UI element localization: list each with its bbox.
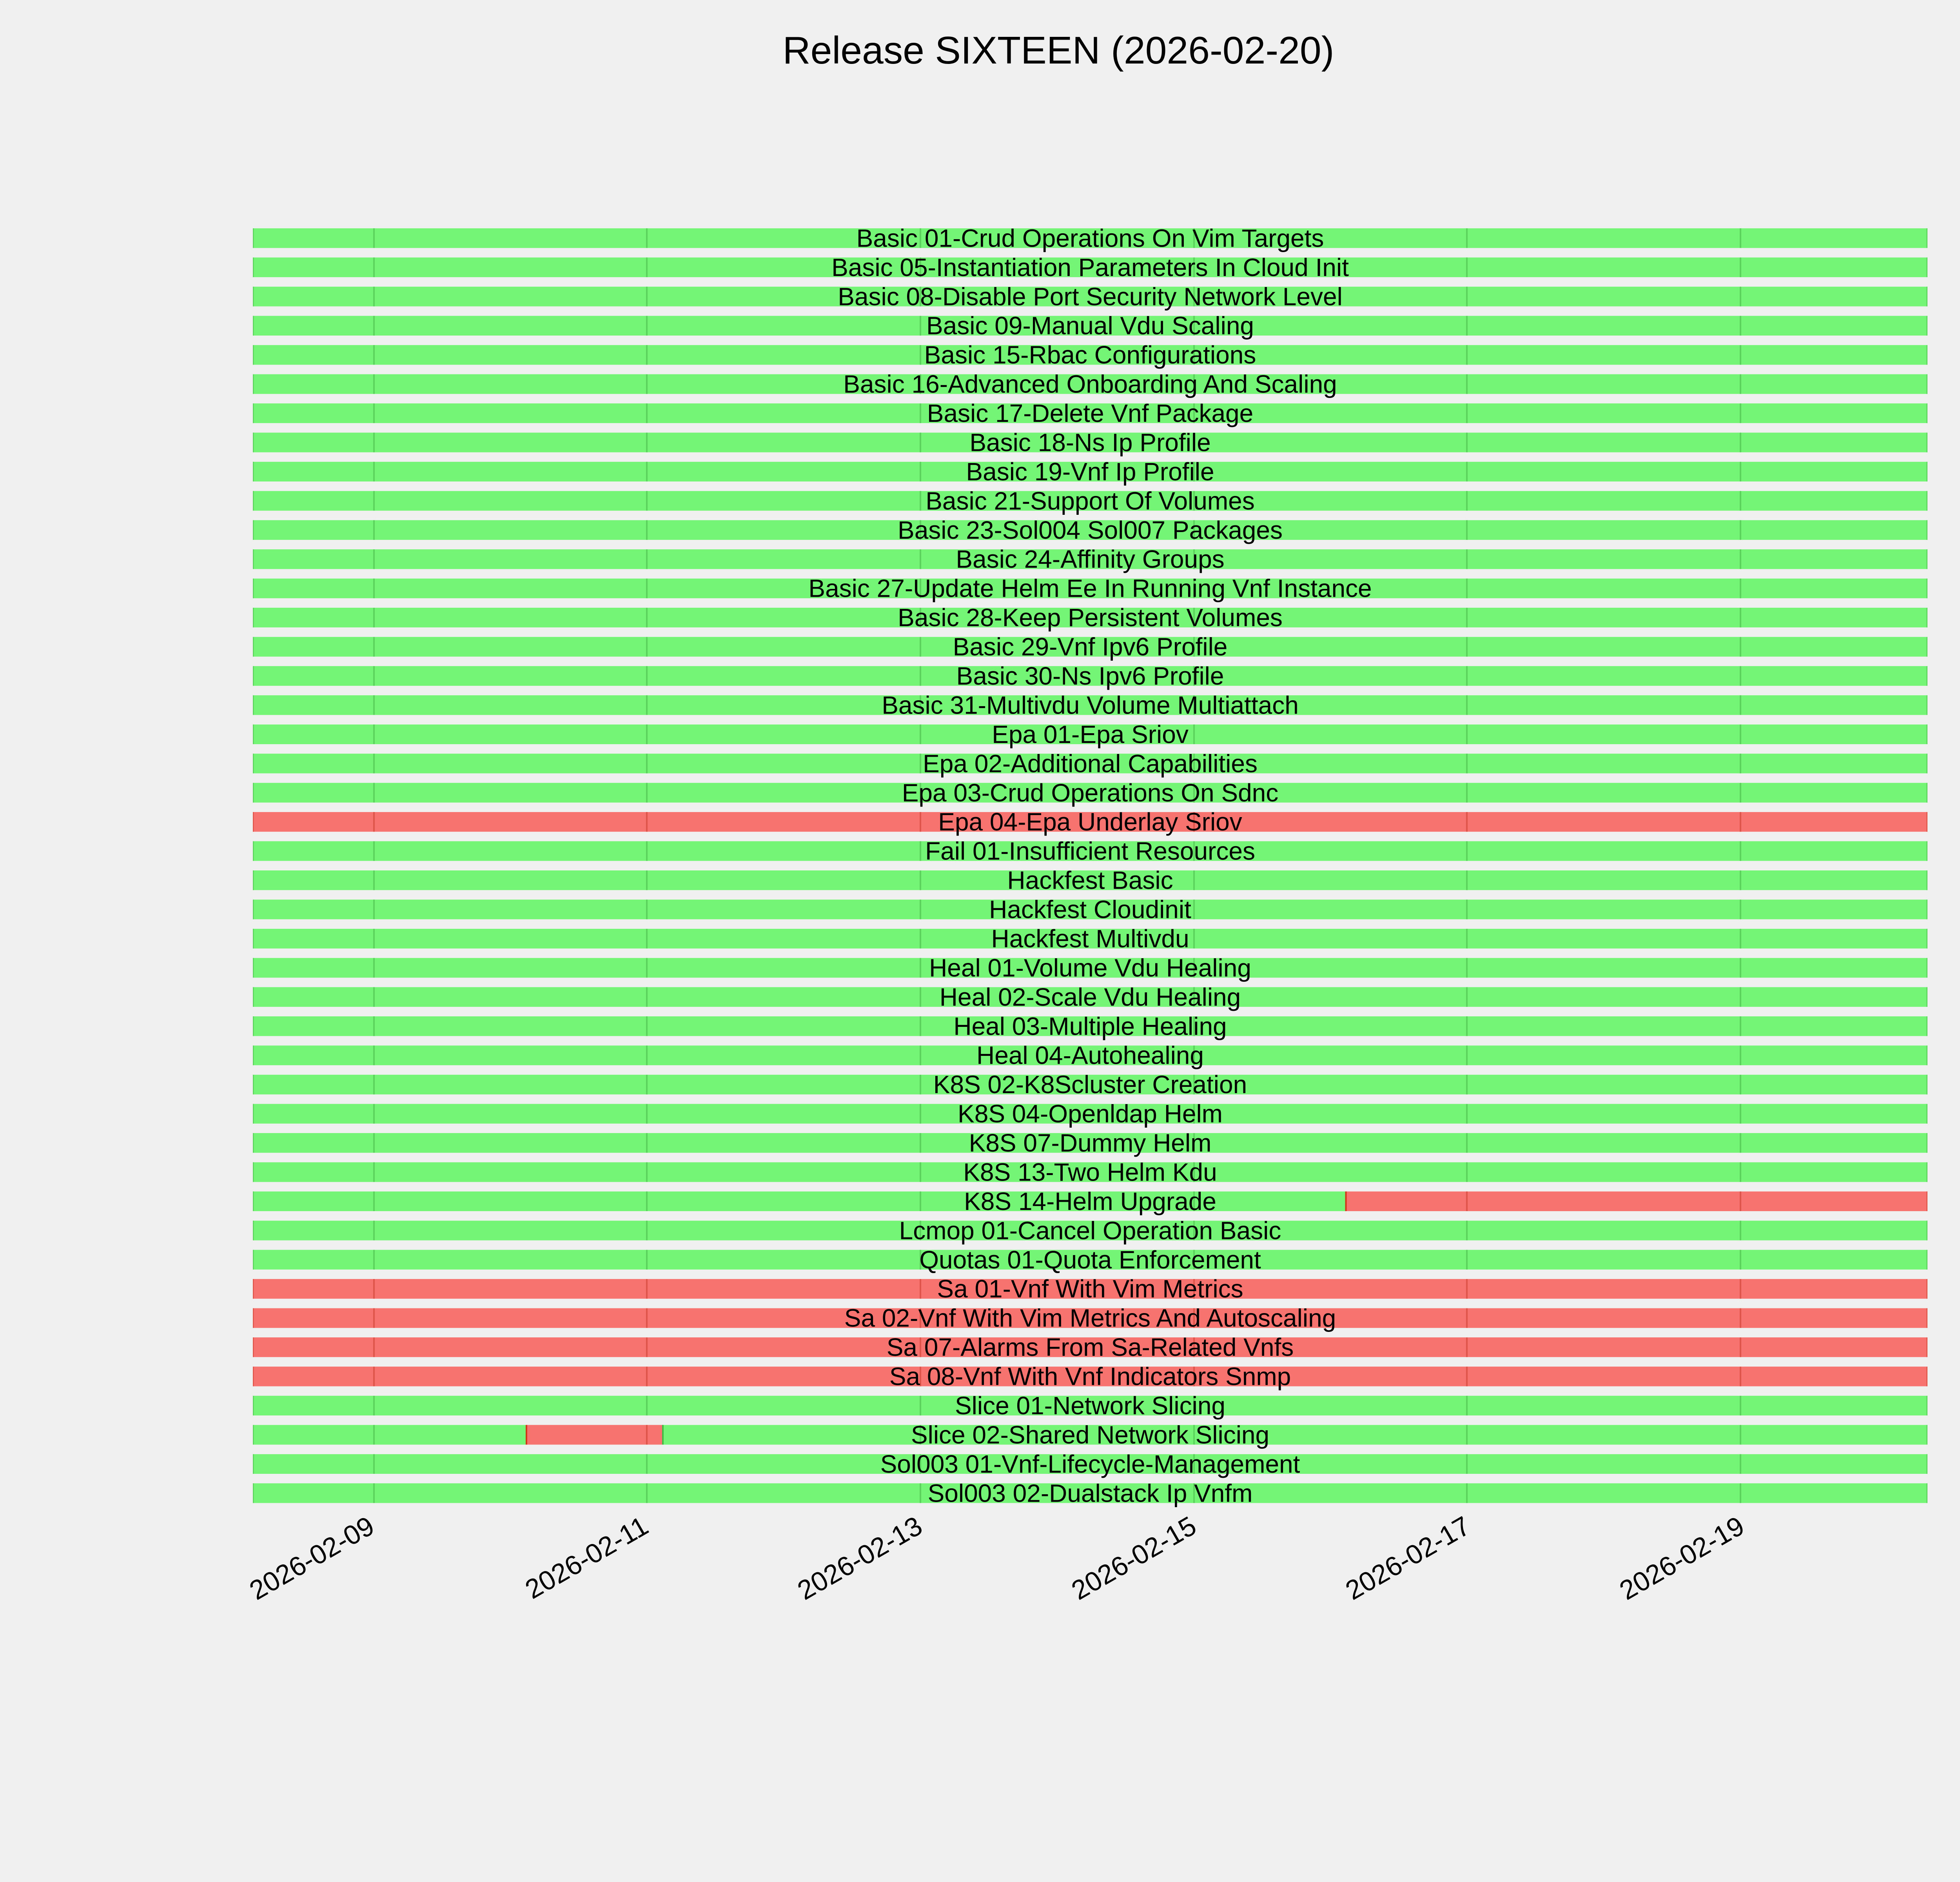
svg-text:Sol003 01-Vnf-Lifecycle-Manage: Sol003 01-Vnf-Lifecycle-Management [880,1450,1300,1478]
svg-text:Heal 03-Multiple Healing: Heal 03-Multiple Healing [953,1012,1227,1040]
svg-text:Sa 08-Vnf With Vnf Indicators: Sa 08-Vnf With Vnf Indicators Snmp [889,1362,1291,1391]
svg-text:Slice 01-Network Slicing: Slice 01-Network Slicing [955,1392,1225,1420]
svg-text:Basic 23-Sol004 Sol007 Package: Basic 23-Sol004 Sol007 Packages [898,516,1283,544]
svg-text:K8S 04-Openldap Helm: K8S 04-Openldap Helm [958,1100,1223,1128]
svg-text:Basic 28-Keep Persistent Volum: Basic 28-Keep Persistent Volumes [898,603,1283,632]
svg-text:Sa 01-Vnf With Vim Metrics: Sa 01-Vnf With Vim Metrics [937,1275,1243,1303]
svg-text:Sol003 02-Dualstack Ip Vnfm: Sol003 02-Dualstack Ip Vnfm [928,1479,1253,1507]
svg-text:Basic 05-Instantiation Paramet: Basic 05-Instantiation Parameters In Clo… [831,253,1349,282]
svg-text:Hackfest Multivdu: Hackfest Multivdu [991,925,1189,953]
svg-text:Hackfest Cloudinit: Hackfest Cloudinit [989,896,1191,924]
svg-text:Release SIXTEEN (2026-02-20): Release SIXTEEN (2026-02-20) [782,29,1334,72]
svg-text:Basic 09-Manual Vdu Scaling: Basic 09-Manual Vdu Scaling [926,312,1254,340]
svg-text:Basic 27-Update Helm Ee In Run: Basic 27-Update Helm Ee In Running Vnf I… [808,574,1372,603]
svg-text:Basic 24-Affinity Groups: Basic 24-Affinity Groups [956,545,1224,573]
svg-text:Fail 01-Insufficient Resources: Fail 01-Insufficient Resources [925,837,1255,865]
svg-text:K8S 13-Two Helm Kdu: K8S 13-Two Helm Kdu [963,1158,1217,1186]
svg-text:Quotas 01-Quota Enforcement: Quotas 01-Quota Enforcement [919,1246,1261,1274]
svg-text:Epa 02-Additional Capabilities: Epa 02-Additional Capabilities [923,749,1258,778]
svg-text:Basic 30-Ns Ipv6 Profile: Basic 30-Ns Ipv6 Profile [956,662,1224,690]
svg-text:Heal 01-Volume Vdu Healing: Heal 01-Volume Vdu Healing [929,954,1251,982]
svg-text:Basic 18-Ns Ip Profile: Basic 18-Ns Ip Profile [969,429,1210,457]
svg-text:Basic 29-Vnf Ipv6 Profile: Basic 29-Vnf Ipv6 Profile [953,633,1228,661]
svg-text:Basic 16-Advanced Onboarding A: Basic 16-Advanced Onboarding And Scaling [843,370,1337,398]
svg-text:K8S 14-Helm Upgrade: K8S 14-Helm Upgrade [964,1187,1216,1215]
svg-text:Heal 02-Scale Vdu Healing: Heal 02-Scale Vdu Healing [940,983,1241,1011]
svg-text:Basic 31-Multivdu Volume Multi: Basic 31-Multivdu Volume Multiattach [882,691,1299,719]
svg-text:Heal 04-Autohealing: Heal 04-Autohealing [976,1041,1204,1070]
svg-text:Hackfest Basic: Hackfest Basic [1007,866,1173,894]
svg-text:K8S 02-K8Scluster Creation: K8S 02-K8Scluster Creation [933,1070,1247,1099]
svg-text:Basic 21-Support Of Volumes: Basic 21-Support Of Volumes [926,487,1255,515]
svg-text:Basic 01-Crud Operations On Vi: Basic 01-Crud Operations On Vim Targets [857,224,1324,252]
svg-text:Sa 07-Alarms From Sa-Related V: Sa 07-Alarms From Sa-Related Vnfs [887,1333,1294,1361]
svg-text:Basic 19-Vnf Ip Profile: Basic 19-Vnf Ip Profile [966,458,1214,486]
svg-text:Epa 03-Crud Operations On Sdnc: Epa 03-Crud Operations On Sdnc [902,779,1279,807]
svg-text:Lcmop 01-Cancel Operation Basi: Lcmop 01-Cancel Operation Basic [899,1216,1281,1244]
svg-text:Sa 02-Vnf With Vim Metrics And: Sa 02-Vnf With Vim Metrics And Autoscali… [844,1304,1336,1332]
svg-text:Slice 02-Shared Network Slicin: Slice 02-Shared Network Slicing [911,1421,1269,1449]
svg-text:Basic 17-Delete Vnf Package: Basic 17-Delete Vnf Package [927,399,1253,427]
svg-text:Basic 08-Disable Port Security: Basic 08-Disable Port Security Network L… [838,282,1343,311]
svg-text:Epa 04-Epa Underlay Sriov: Epa 04-Epa Underlay Sriov [938,808,1242,836]
svg-text:K8S 07-Dummy Helm: K8S 07-Dummy Helm [969,1129,1212,1157]
svg-text:Epa 01-Epa Sriov: Epa 01-Epa Sriov [992,720,1189,748]
svg-text:Basic 15-Rbac Configurations: Basic 15-Rbac Configurations [924,341,1256,369]
